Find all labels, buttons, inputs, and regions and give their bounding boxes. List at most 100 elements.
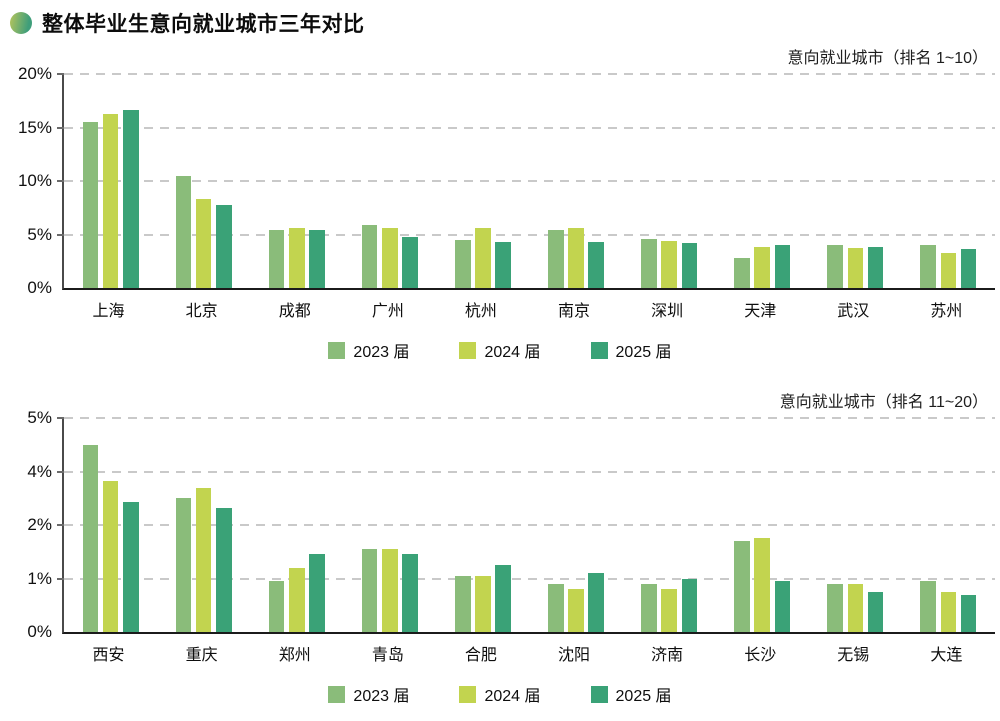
bar-group [343, 418, 436, 632]
bar [548, 230, 564, 288]
bar [195, 199, 212, 288]
bar-group [809, 418, 902, 632]
bar [454, 239, 471, 288]
bar-group [157, 418, 250, 632]
legend-label: 2024 届 [484, 688, 541, 705]
y-axis-label: 20% [17, 64, 52, 83]
legend-swatch-icon [328, 341, 346, 359]
bar-group [902, 74, 995, 288]
bar [175, 498, 192, 632]
legend-label: 2024 届 [484, 344, 541, 361]
bar [309, 230, 325, 288]
bar [661, 240, 677, 288]
bar [268, 581, 285, 632]
legend-label: 2023 届 [353, 688, 410, 705]
bar [102, 113, 119, 288]
y-axis-tick [57, 180, 64, 182]
x-axis-label: 无锡 [837, 647, 870, 664]
bar [495, 242, 511, 288]
bar [681, 578, 698, 632]
gridline [64, 126, 995, 129]
bar-groups [64, 418, 995, 632]
x-axis-labels: 西安 重庆 郑州 青岛 合肥 沈阳 济南 长沙 无锡 大连 [62, 641, 993, 665]
bar [681, 243, 698, 288]
bar [774, 245, 791, 288]
gridline [64, 577, 995, 580]
bar [568, 589, 584, 632]
bar [454, 575, 471, 632]
bar-group [809, 74, 902, 288]
x-axis-label: 沈阳 [558, 647, 591, 664]
x-axis-label: 合肥 [464, 647, 497, 664]
bar [920, 581, 936, 632]
title-bullet-icon [10, 12, 32, 34]
bar [641, 583, 657, 632]
gridline [64, 524, 995, 526]
y-axis-label: 5% [27, 224, 52, 244]
bar [102, 480, 119, 632]
bar [122, 110, 139, 288]
x-axis-label: 西安 [92, 647, 125, 664]
chart-top10-section: 意向就业城市（排名 1~10） 0% 5% 10% 15% 20% 上海 北京 成都 广州 杭州… [0, 42, 1000, 377]
bar [960, 249, 977, 288]
x-axis-label: 重庆 [185, 647, 218, 664]
bar-group [716, 418, 809, 632]
bar [734, 541, 750, 632]
legend: 2023 届 2024 届 2025 届 [0, 682, 1000, 706]
y-axis-tick [57, 126, 64, 129]
y-axis-labels: 0% 1% 2% 4% 5% [0, 408, 52, 641]
bar [568, 228, 584, 288]
bar-group [157, 74, 250, 288]
bar [216, 204, 232, 288]
bar [940, 591, 957, 632]
y-axis-tick [57, 233, 64, 236]
legend-item: 2024 届 [459, 682, 541, 706]
bar [867, 591, 884, 632]
bar-group [64, 418, 157, 632]
bar [82, 444, 99, 632]
legend-item: 2024 届 [459, 338, 541, 362]
bar [402, 554, 418, 632]
bar-group [529, 74, 622, 288]
x-axis-label: 长沙 [744, 647, 777, 664]
x-axis-label: 苏州 [930, 303, 963, 320]
bar-group [623, 74, 716, 288]
bar [195, 487, 212, 632]
legend-item: 2023 届 [328, 682, 409, 706]
bar [588, 242, 604, 288]
legend-label: 2023 届 [353, 344, 410, 361]
legend-label: 2025 届 [615, 688, 672, 705]
bar-group [64, 74, 157, 288]
bar [734, 258, 750, 288]
bar [361, 224, 378, 288]
bar [827, 583, 843, 632]
y-axis-label: 15% [17, 117, 52, 137]
page-title: 整体毕业生意向就业城市三年对比 [42, 13, 365, 36]
y-axis-label: 2% [27, 515, 52, 534]
legend-item: 2025 届 [590, 682, 672, 706]
bar [960, 594, 977, 632]
bar [754, 538, 770, 632]
y-axis-label: 10% [17, 171, 52, 190]
bar [175, 175, 192, 288]
legend-item: 2023 届 [328, 338, 409, 362]
x-axis-label: 广州 [371, 303, 404, 320]
bar-group [436, 418, 529, 632]
y-axis-label: 4% [27, 461, 52, 481]
bar [402, 236, 418, 288]
bar [548, 583, 564, 632]
bar-group [343, 74, 436, 288]
legend-swatch-icon [459, 341, 477, 359]
bar-group [902, 418, 995, 632]
y-axis-label: 5% [27, 408, 52, 427]
bar [588, 573, 604, 632]
x-axis-label: 天津 [744, 303, 777, 320]
gridline [64, 233, 995, 236]
bar [920, 245, 936, 288]
bar [82, 122, 99, 288]
bar [847, 248, 864, 288]
y-axis-labels: 0% 5% 10% 15% 20% [0, 64, 52, 297]
x-axis-label: 南京 [558, 303, 591, 320]
gridline [64, 73, 995, 75]
bar [216, 507, 232, 632]
